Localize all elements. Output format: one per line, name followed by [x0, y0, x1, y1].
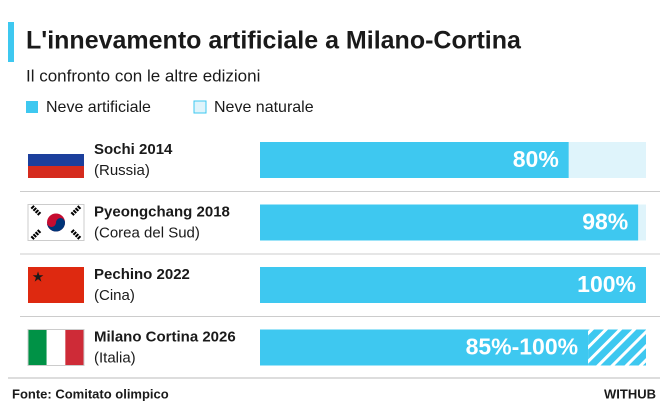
legend-label: Neve artificiale: [46, 99, 151, 116]
flag: [28, 142, 84, 178]
flag: ★: [28, 267, 84, 303]
legend-swatch: [193, 100, 207, 114]
category-label: Sochi 2014: [94, 141, 173, 158]
flag-disc: [47, 218, 65, 232]
flag-trigram: [30, 205, 42, 216]
title-accent: [8, 22, 14, 62]
value-label: 85%-100%: [466, 334, 579, 360]
bar-hatched: [588, 329, 646, 366]
flag-field: [28, 267, 84, 303]
flag: [27, 329, 85, 366]
legend-label: Neve naturale: [214, 99, 314, 116]
country-label: (Russia): [94, 162, 150, 179]
chart-title: L'innevamento artificiale a Milano-Corti…: [26, 27, 522, 55]
flag-stripe: [28, 329, 47, 366]
category-label: Pechino 2022: [94, 266, 190, 283]
bar-segment: [260, 142, 569, 178]
flag-stripe: [28, 142, 84, 154]
value-label: 98%: [582, 209, 628, 235]
flag-star: ★: [32, 269, 45, 285]
flag-stripe: [65, 329, 85, 366]
flag-trigram: [30, 229, 42, 240]
value-label: 100%: [577, 271, 636, 297]
flag-stripe: [28, 166, 84, 178]
bar-segment: [260, 329, 589, 366]
country-label: (Cina): [94, 287, 135, 304]
country-label: (Corea del Sud): [94, 224, 200, 241]
bar-segment: [568, 142, 646, 178]
value-label: 80%: [513, 146, 559, 172]
brand: WITHUB: [604, 386, 656, 401]
flag-stripe: [28, 154, 84, 166]
flag-border: [27, 329, 85, 366]
source: Fonte: Comitato olimpico: [12, 386, 169, 401]
bar-segment: [638, 204, 646, 241]
category-label: Pyeongchang 2018: [94, 203, 230, 220]
chart-subtitle: Il confronto con le altre edizioni: [26, 66, 260, 85]
category-label: Milano Cortina 2026: [94, 328, 236, 345]
bar-segment: [260, 204, 639, 241]
bar-segment: [260, 267, 646, 303]
flag-stripe: [46, 329, 66, 366]
country-label: (Italia): [94, 349, 136, 366]
legend-swatch: [26, 101, 38, 113]
flag-trigram: [70, 205, 82, 216]
flag: [27, 204, 85, 241]
flag-trigram: [70, 229, 82, 240]
